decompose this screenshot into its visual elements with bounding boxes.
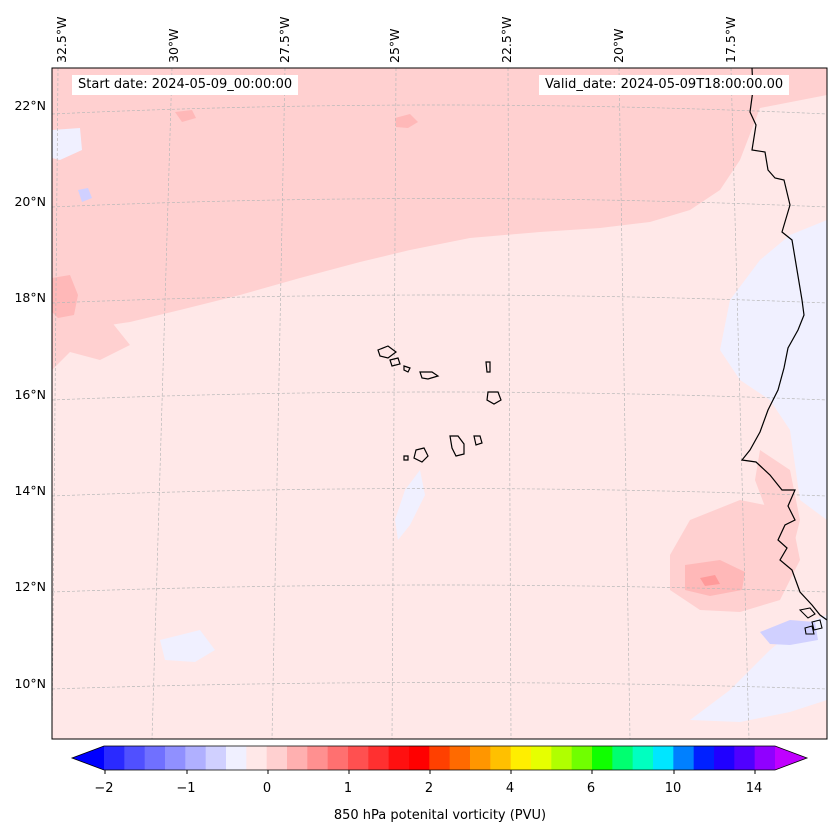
lat-label-10n: 10°N — [14, 676, 46, 691]
colorbar-segment — [165, 746, 186, 770]
colorbar-segment — [144, 746, 166, 770]
colorbar-segment — [185, 746, 207, 770]
colorbar-segment — [734, 746, 756, 770]
colorbar-tick-neg2: −2 — [94, 781, 114, 796]
pv-contour-coast-south — [755, 450, 800, 560]
pv-contour-blue-nw — [52, 128, 82, 160]
colorbar-segment — [531, 746, 552, 770]
lon-label-30w: 30°W — [166, 28, 181, 63]
colorbar-segment — [653, 746, 674, 770]
colorbar-segment — [104, 746, 125, 770]
colorbar-segment — [307, 746, 329, 770]
colorbar-segment — [714, 746, 735, 770]
colorbar-segment — [409, 746, 430, 770]
colorbar-segment — [470, 746, 491, 770]
colorbar-segment — [673, 746, 695, 770]
cabo-verde-islands — [377, 345, 502, 463]
start-date-label: Start date: 2024-05-09_00:00:00 — [72, 75, 299, 95]
colorbar-tick-0: 0 — [262, 781, 272, 796]
pv-contour-lobe-nw — [52, 320, 130, 370]
colorbar-tick-1: 1 — [343, 781, 353, 796]
lon-label-32-5w: 32.5°W — [54, 16, 69, 63]
lat-label-20n: 20°N — [14, 194, 46, 209]
colorbar-label: 850 hPa potenital vorticity (PVU) — [333, 808, 547, 823]
lon-label-27-5w: 27.5°W — [277, 16, 292, 63]
colorbar-tick-10: 10 — [664, 781, 682, 796]
lat-label-22n: 22°N — [14, 98, 46, 113]
pv-contour-top-patch-2 — [175, 110, 196, 122]
colorbar-segment — [449, 746, 471, 770]
colorbar-segment — [754, 746, 776, 770]
lon-label-20w: 20°W — [611, 28, 626, 63]
colorbar-segment — [592, 746, 613, 770]
coastline-west-africa — [740, 68, 827, 621]
colorbar-segment — [632, 746, 654, 770]
pv-contour-blue-dark-nw — [78, 188, 92, 202]
colorbar-segment — [124, 746, 146, 770]
colorbar-tick-14: 14 — [745, 781, 763, 796]
colorbar-extend-min — [72, 746, 104, 770]
colorbar-segment — [226, 746, 247, 770]
colorbar-segment — [348, 746, 369, 770]
colorbar-segment — [205, 746, 227, 770]
colorbar-segment — [368, 746, 390, 770]
colorbar-segment — [612, 746, 634, 770]
lat-label-16n: 16°N — [14, 387, 46, 402]
colorbar-segment — [490, 746, 512, 770]
colorbar-segment — [429, 746, 451, 770]
pv-contour-blue-east — [720, 220, 827, 520]
colorbar-segment — [510, 746, 532, 770]
pv-contour-blue-southeast-dark — [760, 620, 818, 645]
pv-contour-north-band — [52, 68, 827, 335]
map-frame — [51, 67, 828, 740]
colorbar-tick-neg1: −1 — [176, 781, 196, 796]
pv-contour-west-strong — [52, 275, 78, 318]
colorbar-segment — [693, 746, 715, 770]
lat-label-14n: 14°N — [14, 483, 46, 498]
map-area — [52, 68, 827, 739]
graticule — [52, 68, 827, 739]
lat-label-18n: 18°N — [14, 290, 46, 305]
colorbar-tick-6: 6 — [586, 781, 596, 796]
colorbar-segment — [571, 746, 593, 770]
colorbar-extend-max — [775, 746, 807, 770]
colorbar-segment — [327, 746, 349, 770]
colorbar-segment — [388, 746, 410, 770]
valid-date-label: Valid_date: 2024-05-09T18:00:00.00 — [539, 75, 790, 95]
colorbar-outline — [70, 745, 809, 771]
colorbar-tick-2: 2 — [424, 781, 434, 796]
pv-contour-blue-center — [395, 470, 425, 540]
lat-label-12n: 12°N — [14, 579, 46, 594]
pv-contour-se-core — [700, 575, 720, 586]
lon-label-17-5w: 17.5°W — [723, 16, 738, 63]
pv-contour-top-patch-1 — [395, 114, 418, 128]
coastline-guinea-bissau-islands — [798, 607, 823, 635]
colorbar-segment — [266, 746, 288, 770]
colorbar-segment — [287, 746, 308, 770]
colorbar-tick-4: 4 — [505, 781, 515, 796]
pv-contour-blue-sw — [160, 630, 215, 662]
lon-label-25w: 25°W — [387, 28, 402, 63]
colorbar-segment — [246, 746, 268, 770]
colorbar — [70, 745, 809, 774]
colorbar-segment — [551, 746, 573, 770]
lon-label-22-5w: 22.5°W — [499, 16, 514, 63]
